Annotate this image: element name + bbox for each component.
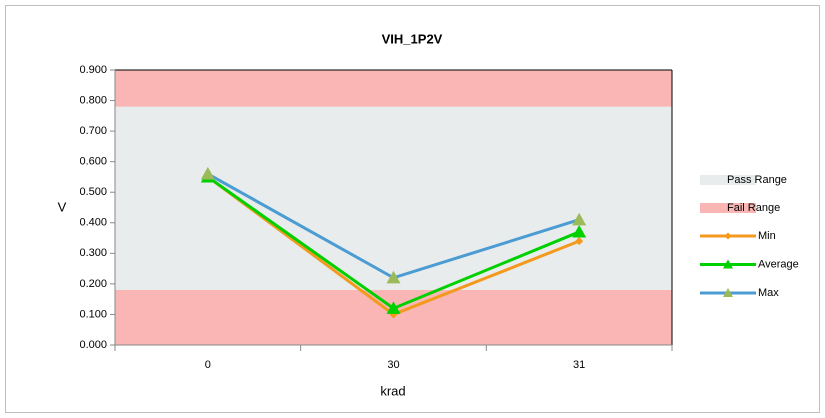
- legend-label: Pass Range: [727, 174, 787, 186]
- legend-label: Max: [758, 287, 779, 299]
- y-tick-label: 0.400: [79, 217, 107, 229]
- y-tick-label: 0.600: [79, 156, 107, 168]
- point-marker: [724, 232, 732, 240]
- y-tick-label: 0.000: [79, 339, 107, 351]
- x-tick-label: 0: [205, 359, 211, 371]
- point-marker: [200, 166, 215, 180]
- x-tick-label: 30: [387, 359, 399, 371]
- point-marker: [575, 237, 584, 246]
- point-marker: [723, 259, 733, 269]
- point-marker: [572, 212, 587, 226]
- y-tick-label: 0.100: [79, 308, 107, 320]
- x-tick-label: 31: [573, 359, 585, 371]
- range-band: [115, 106, 672, 291]
- legend-swatch: [700, 175, 756, 185]
- legend-label: Average: [758, 258, 799, 270]
- legend-label: Min: [758, 230, 776, 242]
- range-band: [115, 70, 672, 107]
- legend-swatch: [700, 203, 756, 213]
- y-tick-label: 0.900: [79, 64, 107, 76]
- y-tick-label: 0.300: [79, 247, 107, 259]
- y-tick-label: 0.700: [79, 125, 107, 137]
- y-tick-label: 0.800: [79, 94, 107, 106]
- x-axis-title: krad: [380, 383, 405, 398]
- y-tick-label: 0.200: [79, 278, 107, 290]
- y-axis-title: V: [58, 199, 67, 214]
- point-marker: [386, 301, 401, 314]
- y-tick-label: 0.500: [79, 186, 107, 198]
- point-marker: [723, 288, 733, 297]
- chart-title: VIH_1P2V: [382, 31, 443, 46]
- legend-label: Fail Range: [727, 202, 780, 214]
- point-marker: [386, 270, 401, 284]
- point-marker: [572, 224, 587, 238]
